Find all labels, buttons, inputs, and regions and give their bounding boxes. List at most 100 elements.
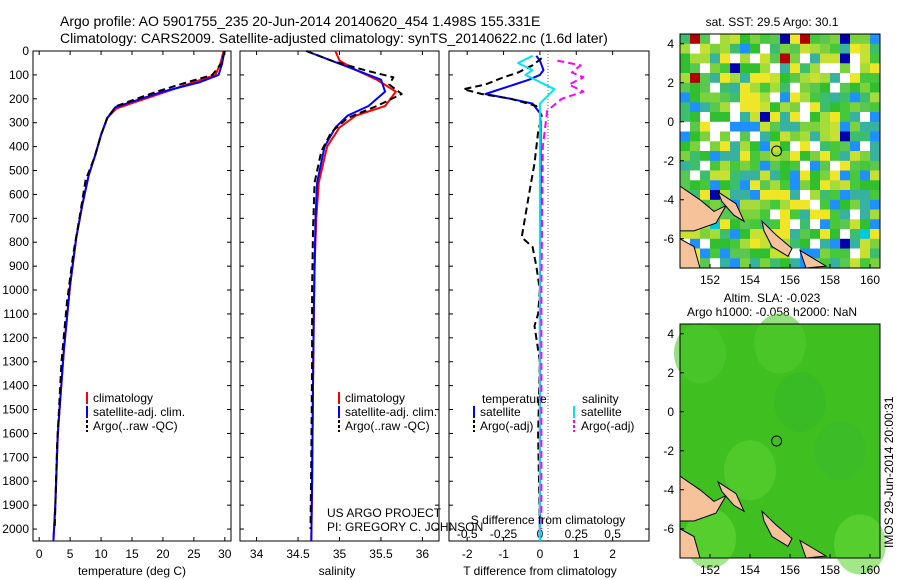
sst-cell — [700, 82, 711, 94]
sst-cell — [680, 73, 691, 84]
sst-cell — [790, 121, 801, 133]
sst-cell — [750, 141, 761, 152]
series-line-climatology — [310, 50, 397, 542]
sst-cell — [690, 92, 701, 103]
x-tick-label: 15 — [125, 547, 139, 561]
sst-cell — [680, 53, 691, 64]
sst-cell — [870, 63, 881, 74]
sst-cell — [680, 121, 691, 133]
sst-cell — [860, 92, 871, 103]
sst-cell — [770, 92, 781, 103]
sst-cell — [710, 112, 721, 123]
sst-cell — [810, 73, 821, 84]
sla-anomaly-patch — [834, 514, 886, 575]
land-polygon — [761, 509, 793, 548]
sst-cell — [750, 34, 761, 45]
sst-cell — [730, 82, 741, 94]
sst-cell — [740, 160, 751, 172]
sst-cell — [780, 258, 791, 269]
sst-cell — [810, 53, 821, 64]
sst-cell — [750, 190, 761, 201]
sst-cell — [850, 141, 861, 152]
sst-cell — [710, 258, 721, 269]
sst-cell — [800, 92, 811, 103]
sst-cell — [710, 238, 721, 250]
sst-cell — [760, 92, 771, 103]
sst-cell — [730, 258, 741, 269]
sst-cell — [800, 238, 811, 250]
s-tick-label: 0.25 — [565, 527, 589, 541]
sst-cell — [750, 43, 761, 55]
sst-cell — [690, 112, 701, 123]
sst-cell — [810, 238, 821, 250]
sst-cell — [740, 258, 751, 269]
sst-cell — [700, 43, 711, 55]
sst-cell — [780, 63, 791, 74]
sst-cell — [800, 219, 811, 230]
sst-cell — [690, 53, 701, 64]
sst-cell — [720, 82, 731, 94]
map-x-tick-label: 154 — [740, 563, 760, 577]
sst-cell — [810, 180, 821, 191]
sst-cell — [680, 229, 691, 240]
sla-map-title-2: Argo h1000: -0.058 h2000: NaN — [687, 305, 857, 319]
legend-label-t-satellite: satellite — [480, 405, 521, 419]
sst-cell — [820, 121, 831, 133]
sst-cell — [710, 34, 721, 45]
sst-cell — [750, 92, 761, 103]
sst-cell — [770, 180, 781, 191]
sla-ticks: 152 154 156 158 160 4 2 0 -2 -4 -6 — [663, 327, 880, 577]
legend-label-s-argo: Argo(-adj) — [581, 419, 634, 433]
sst-cell — [860, 190, 871, 201]
sla-map-panel: Altim. SLA: -0.023 Argo h1000: -0.058 h2… — [663, 291, 896, 577]
map-y-tick-label: 4 — [667, 327, 674, 341]
sst-cell — [760, 209, 771, 220]
sst-cell — [810, 229, 821, 240]
sst-cell — [860, 63, 871, 74]
difference-axes-frame — [448, 50, 650, 542]
sst-cell — [790, 141, 801, 152]
sla-anomaly-patch — [814, 420, 866, 481]
x-tick-label: 34.5 — [286, 547, 310, 561]
sst-cell — [750, 151, 761, 162]
sst-cell — [680, 151, 691, 162]
sst-cell — [840, 53, 851, 64]
sst-cell — [780, 73, 791, 84]
sst-cell — [850, 160, 861, 172]
sst-cell — [740, 112, 751, 123]
sst-cell — [760, 121, 771, 133]
sst-cell — [720, 112, 731, 123]
series-line-satellite-adj-clim- — [305, 50, 387, 542]
legend-title-salinity: salinity — [582, 392, 619, 406]
sst-cell — [820, 258, 831, 269]
sst-cell — [750, 63, 761, 74]
sst-cell — [810, 199, 821, 211]
sst-cell — [720, 209, 731, 220]
sst-cell — [820, 229, 831, 240]
y-tick-label: 1500 — [2, 403, 29, 417]
sst-cell — [750, 238, 761, 250]
sst-cell — [830, 92, 841, 103]
sst-cell — [770, 121, 781, 133]
sst-cell — [830, 112, 841, 123]
s-tick-label: 0.5 — [604, 527, 621, 541]
sst-cell — [810, 151, 821, 162]
legend-label-argo: Argo(..raw -QC) — [345, 419, 430, 433]
sst-cell — [700, 170, 711, 181]
temperature-series — [52, 50, 226, 542]
sst-cell — [710, 190, 721, 201]
y-tick-label: 2000 — [2, 522, 29, 536]
sst-cell — [740, 248, 751, 259]
sst-cell — [770, 160, 781, 172]
sst-cell — [840, 229, 851, 240]
sst-cell — [860, 180, 871, 191]
sst-cell — [760, 102, 771, 113]
sla-map-frame — [679, 323, 881, 559]
sst-cell — [810, 131, 821, 142]
sst-cell — [770, 209, 781, 220]
sst-cell — [850, 209, 861, 220]
sst-cell — [860, 112, 871, 123]
map-y-tick-label: 0 — [667, 405, 674, 419]
sst-cell — [710, 151, 721, 162]
